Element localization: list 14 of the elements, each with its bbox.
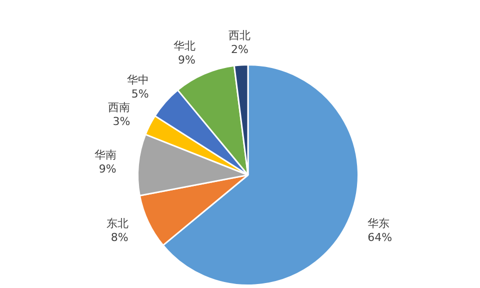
slice-label: 东北: [106, 217, 128, 230]
slice-label: 华北: [173, 39, 196, 52]
slice-label: 华中: [126, 73, 149, 86]
slice-label: 华东: [368, 217, 390, 230]
data-label: 9%: [178, 53, 196, 66]
data-label: 8%: [110, 231, 128, 244]
data-label: 3%: [112, 114, 130, 128]
slice-label: 西南: [108, 100, 130, 114]
data-label: 64%: [368, 231, 392, 244]
slice-label: 华南: [94, 148, 116, 162]
slice-label: 西北: [228, 28, 251, 42]
data-label: 2%: [230, 42, 248, 56]
data-label: 5%: [131, 87, 149, 100]
data-label: 9%: [98, 162, 116, 176]
